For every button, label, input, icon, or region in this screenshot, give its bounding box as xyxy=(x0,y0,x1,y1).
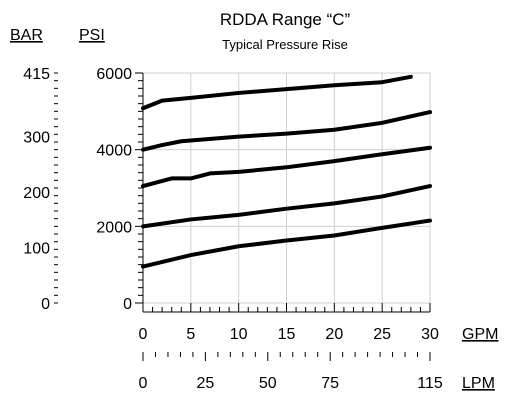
lpm-unit-label: LPM xyxy=(462,375,495,392)
psi-tick-label: 4000 xyxy=(96,143,132,160)
pressure-rise-line-4 xyxy=(141,184,432,229)
pressure-rise-line-2 xyxy=(141,110,432,152)
bar-tick-label: 200 xyxy=(23,185,50,202)
psi-tick-label: 6000 xyxy=(96,66,132,83)
lpm-tick-label: 50 xyxy=(259,375,277,392)
lpm-tick-label: 75 xyxy=(321,375,339,392)
bar-tick-label: 100 xyxy=(23,241,50,258)
pressure-rise-line-5 xyxy=(141,218,432,269)
chart-title: RDDA Range “C” xyxy=(220,10,351,29)
gpm-tick-label: 10 xyxy=(230,326,248,343)
psi-unit-label: PSI xyxy=(79,27,105,44)
bar-tick-label: 300 xyxy=(23,130,50,147)
lpm-tick-label: 115 xyxy=(417,375,443,392)
psi-tick-label: 2000 xyxy=(96,219,132,236)
gpm-tick-label: 30 xyxy=(421,326,439,343)
gpm-tick-label: 15 xyxy=(278,326,296,343)
bar-unit-label: BAR xyxy=(10,27,43,44)
gpm-tick-label: 20 xyxy=(325,326,343,343)
psi-tick-label: 0 xyxy=(123,296,132,313)
gpm-tick-label: 0 xyxy=(139,326,148,343)
lpm-tick-label: 25 xyxy=(196,375,214,392)
pressure-rise-line-3 xyxy=(141,145,432,189)
gpm-tick-label: 5 xyxy=(186,326,195,343)
chart-subtitle: Typical Pressure Rise xyxy=(222,37,348,52)
bar-tick-label: 0 xyxy=(41,296,50,313)
lpm-tick-label: 0 xyxy=(139,375,148,392)
pressure-rise-line-1 xyxy=(141,74,413,111)
bar-tick-label: 415 xyxy=(23,66,50,83)
gpm-unit-label: GPM xyxy=(462,326,498,343)
gpm-tick-label: 25 xyxy=(373,326,391,343)
